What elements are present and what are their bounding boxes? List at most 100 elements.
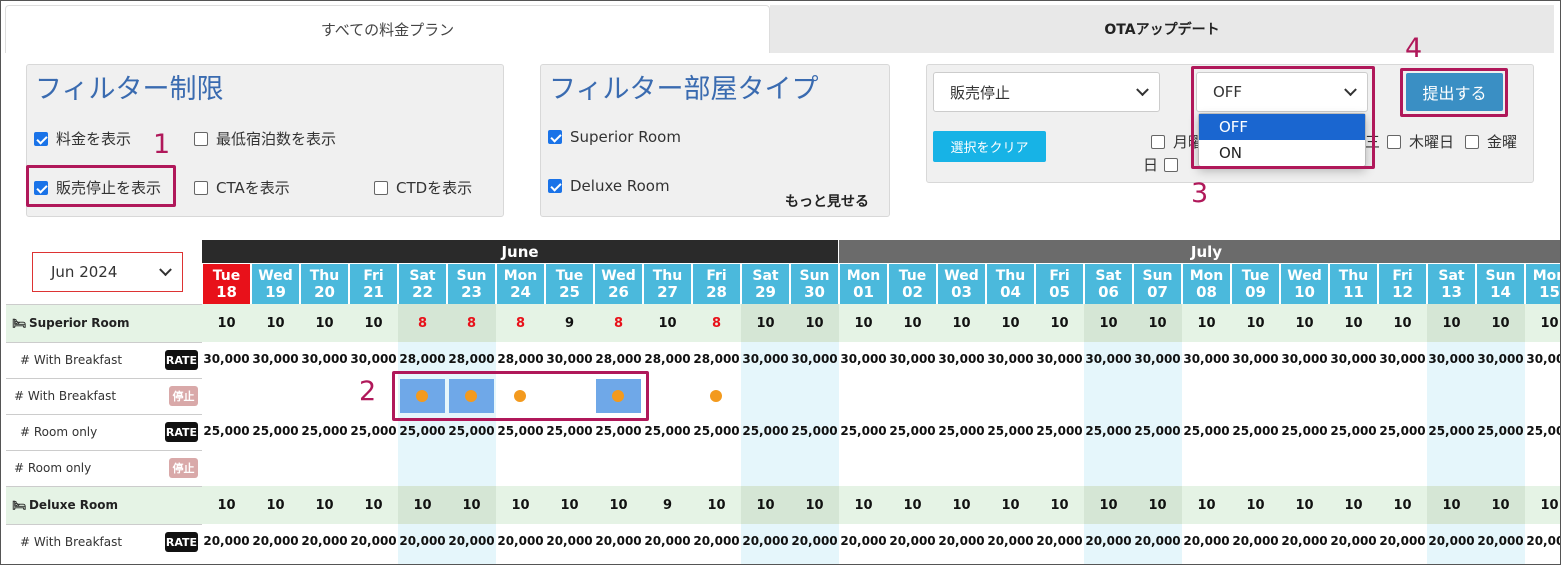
availability-cell[interactable]: 8 <box>711 315 722 331</box>
checkbox-show-ctd[interactable]: CTDを表示 <box>374 177 472 198</box>
stop-sell-dot[interactable] <box>710 390 722 402</box>
day-header[interactable]: Wed 03 <box>938 264 985 304</box>
rate-cell[interactable]: 20,000 <box>1085 534 1132 548</box>
rate-cell[interactable]: 20,000 <box>1379 534 1426 548</box>
stop-sell-dot[interactable] <box>514 390 526 402</box>
day-header[interactable]: Tue 25 <box>546 264 593 304</box>
rate-cell[interactable]: 20,000 <box>1526 534 1560 548</box>
availability-cell[interactable]: 10 <box>952 315 971 331</box>
rate-cell[interactable]: 30,000 <box>742 352 789 366</box>
checkbox-icon[interactable] <box>1164 157 1179 172</box>
rate-cell[interactable]: 30,000 <box>987 352 1034 366</box>
checkbox-icon[interactable] <box>34 131 48 146</box>
availability-cell[interactable]: 10 <box>1344 497 1363 513</box>
rate-cell[interactable]: 28,000 <box>644 352 691 366</box>
restriction-value-select[interactable]: OFF <box>1196 72 1368 112</box>
clear-selection-button[interactable]: 選択をクリア <box>933 131 1046 162</box>
rate-cell[interactable]: 25,000 <box>1379 424 1426 438</box>
rate-cell[interactable]: 20,000 <box>938 534 985 548</box>
availability-cell[interactable]: 10 <box>1001 497 1020 513</box>
rate-cell[interactable]: 25,000 <box>889 424 936 438</box>
availability-cell[interactable]: 10 <box>217 315 236 331</box>
checkbox-show-rate[interactable]: 料金を表示 <box>34 128 131 149</box>
rate-cell[interactable]: 25,000 <box>791 424 838 438</box>
rate-cell[interactable]: 20,000 <box>644 534 691 548</box>
availability-cell[interactable]: 10 <box>1099 497 1118 513</box>
day-header[interactable]: Wed 19 <box>252 264 299 304</box>
rate-cell[interactable]: 20,000 <box>889 534 936 548</box>
rate-cell[interactable]: 25,000 <box>1183 424 1230 438</box>
availability-cell[interactable]: 8 <box>466 315 477 331</box>
rate-cell[interactable]: 25,000 <box>203 424 250 438</box>
availability-cell[interactable]: 10 <box>854 497 873 513</box>
rate-cell[interactable]: 20,000 <box>546 534 593 548</box>
availability-cell[interactable]: 10 <box>1099 315 1118 331</box>
dropdown-option-on[interactable]: ON <box>1219 144 1243 162</box>
stop-sell-dot[interactable] <box>465 390 477 402</box>
day-header[interactable]: Fri 21 <box>350 264 397 304</box>
rate-cell[interactable]: 20,000 <box>1134 534 1181 548</box>
checkbox-show-min-stay[interactable]: 最低宿泊数を表示 <box>194 128 336 149</box>
day-header[interactable]: Mon 24 <box>497 264 544 304</box>
stop-sell-badge[interactable]: 停止 <box>169 458 198 478</box>
checkbox-icon[interactable] <box>1387 134 1401 149</box>
rate-cell[interactable]: 30,000 <box>840 352 887 366</box>
rate-cell[interactable]: 30,000 <box>1281 352 1328 366</box>
rate-cell[interactable]: 25,000 <box>301 424 348 438</box>
rate-cell[interactable]: 30,000 <box>1379 352 1426 366</box>
rate-cell[interactable]: 25,000 <box>693 424 740 438</box>
availability-cell[interactable]: 9 <box>662 497 673 513</box>
availability-cell[interactable]: 10 <box>1540 497 1559 513</box>
rate-cell[interactable]: 28,000 <box>595 352 642 366</box>
rate-cell[interactable]: 20,000 <box>791 534 838 548</box>
availability-cell[interactable]: 10 <box>1393 497 1412 513</box>
availability-cell[interactable]: 10 <box>1442 315 1461 331</box>
checkbox-icon[interactable] <box>1151 134 1165 149</box>
checkbox-icon[interactable] <box>548 179 562 193</box>
day-header[interactable]: Sat 22 <box>399 264 446 304</box>
rate-cell[interactable]: 30,000 <box>1085 352 1132 366</box>
day-header[interactable]: Thu 04 <box>987 264 1034 304</box>
day-header[interactable]: Tue 09 <box>1232 264 1279 304</box>
availability-cell[interactable]: 10 <box>1050 497 1069 513</box>
rate-cell[interactable]: 20,000 <box>350 534 397 548</box>
checkbox-deluxe-room[interactable]: Deluxe Room <box>548 177 670 195</box>
availability-cell[interactable]: 9 <box>564 315 575 331</box>
rate-cell[interactable]: 25,000 <box>1085 424 1132 438</box>
rate-cell[interactable]: 25,000 <box>840 424 887 438</box>
show-more-link[interactable]: もっと見せる <box>785 194 869 210</box>
rate-cell[interactable]: 20,000 <box>497 534 544 548</box>
day-header[interactable]: Mon 01 <box>840 264 887 304</box>
rate-cell[interactable]: 20,000 <box>1330 534 1377 548</box>
checkbox-monday[interactable]: 月曜 <box>1151 131 1203 152</box>
availability-cell[interactable]: 10 <box>315 315 334 331</box>
day-header[interactable]: Sat 06 <box>1085 264 1132 304</box>
rate-cell[interactable]: 30,000 <box>252 352 299 366</box>
rate-cell[interactable]: 20,000 <box>742 534 789 548</box>
rate-cell[interactable]: 25,000 <box>1477 424 1524 438</box>
availability-cell[interactable]: 10 <box>609 497 628 513</box>
availability-cell[interactable]: 10 <box>903 315 922 331</box>
availability-cell[interactable]: 10 <box>805 315 824 331</box>
day-header[interactable]: Sat 13 <box>1428 264 1475 304</box>
restriction-type-select[interactable]: 販売停止 <box>933 72 1160 112</box>
rate-cell[interactable]: 30,000 <box>1526 352 1560 366</box>
availability-cell[interactable]: 10 <box>462 497 481 513</box>
day-header[interactable]: Sun 07 <box>1134 264 1181 304</box>
rate-cell[interactable]: 20,000 <box>987 534 1034 548</box>
rate-cell[interactable]: 28,000 <box>497 352 544 366</box>
submit-button[interactable]: 提出する <box>1406 73 1503 111</box>
day-header[interactable]: Wed 10 <box>1281 264 1328 304</box>
availability-cell[interactable]: 10 <box>1540 315 1559 331</box>
availability-cell[interactable]: 10 <box>1442 497 1461 513</box>
rate-cell[interactable]: 20,000 <box>1281 534 1328 548</box>
rate-cell[interactable]: 30,000 <box>1477 352 1524 366</box>
rate-cell[interactable]: 30,000 <box>1134 352 1181 366</box>
rate-cell[interactable]: 30,000 <box>1232 352 1279 366</box>
rate-cell[interactable]: 20,000 <box>448 534 495 548</box>
rate-cell[interactable]: 30,000 <box>938 352 985 366</box>
rate-cell[interactable]: 25,000 <box>1428 424 1475 438</box>
tab-all-rate-plans[interactable]: すべての料金プラン <box>5 5 770 53</box>
dropdown-option-off[interactable]: OFF <box>1199 114 1365 140</box>
day-header[interactable]: Mon15 <box>1526 264 1560 304</box>
